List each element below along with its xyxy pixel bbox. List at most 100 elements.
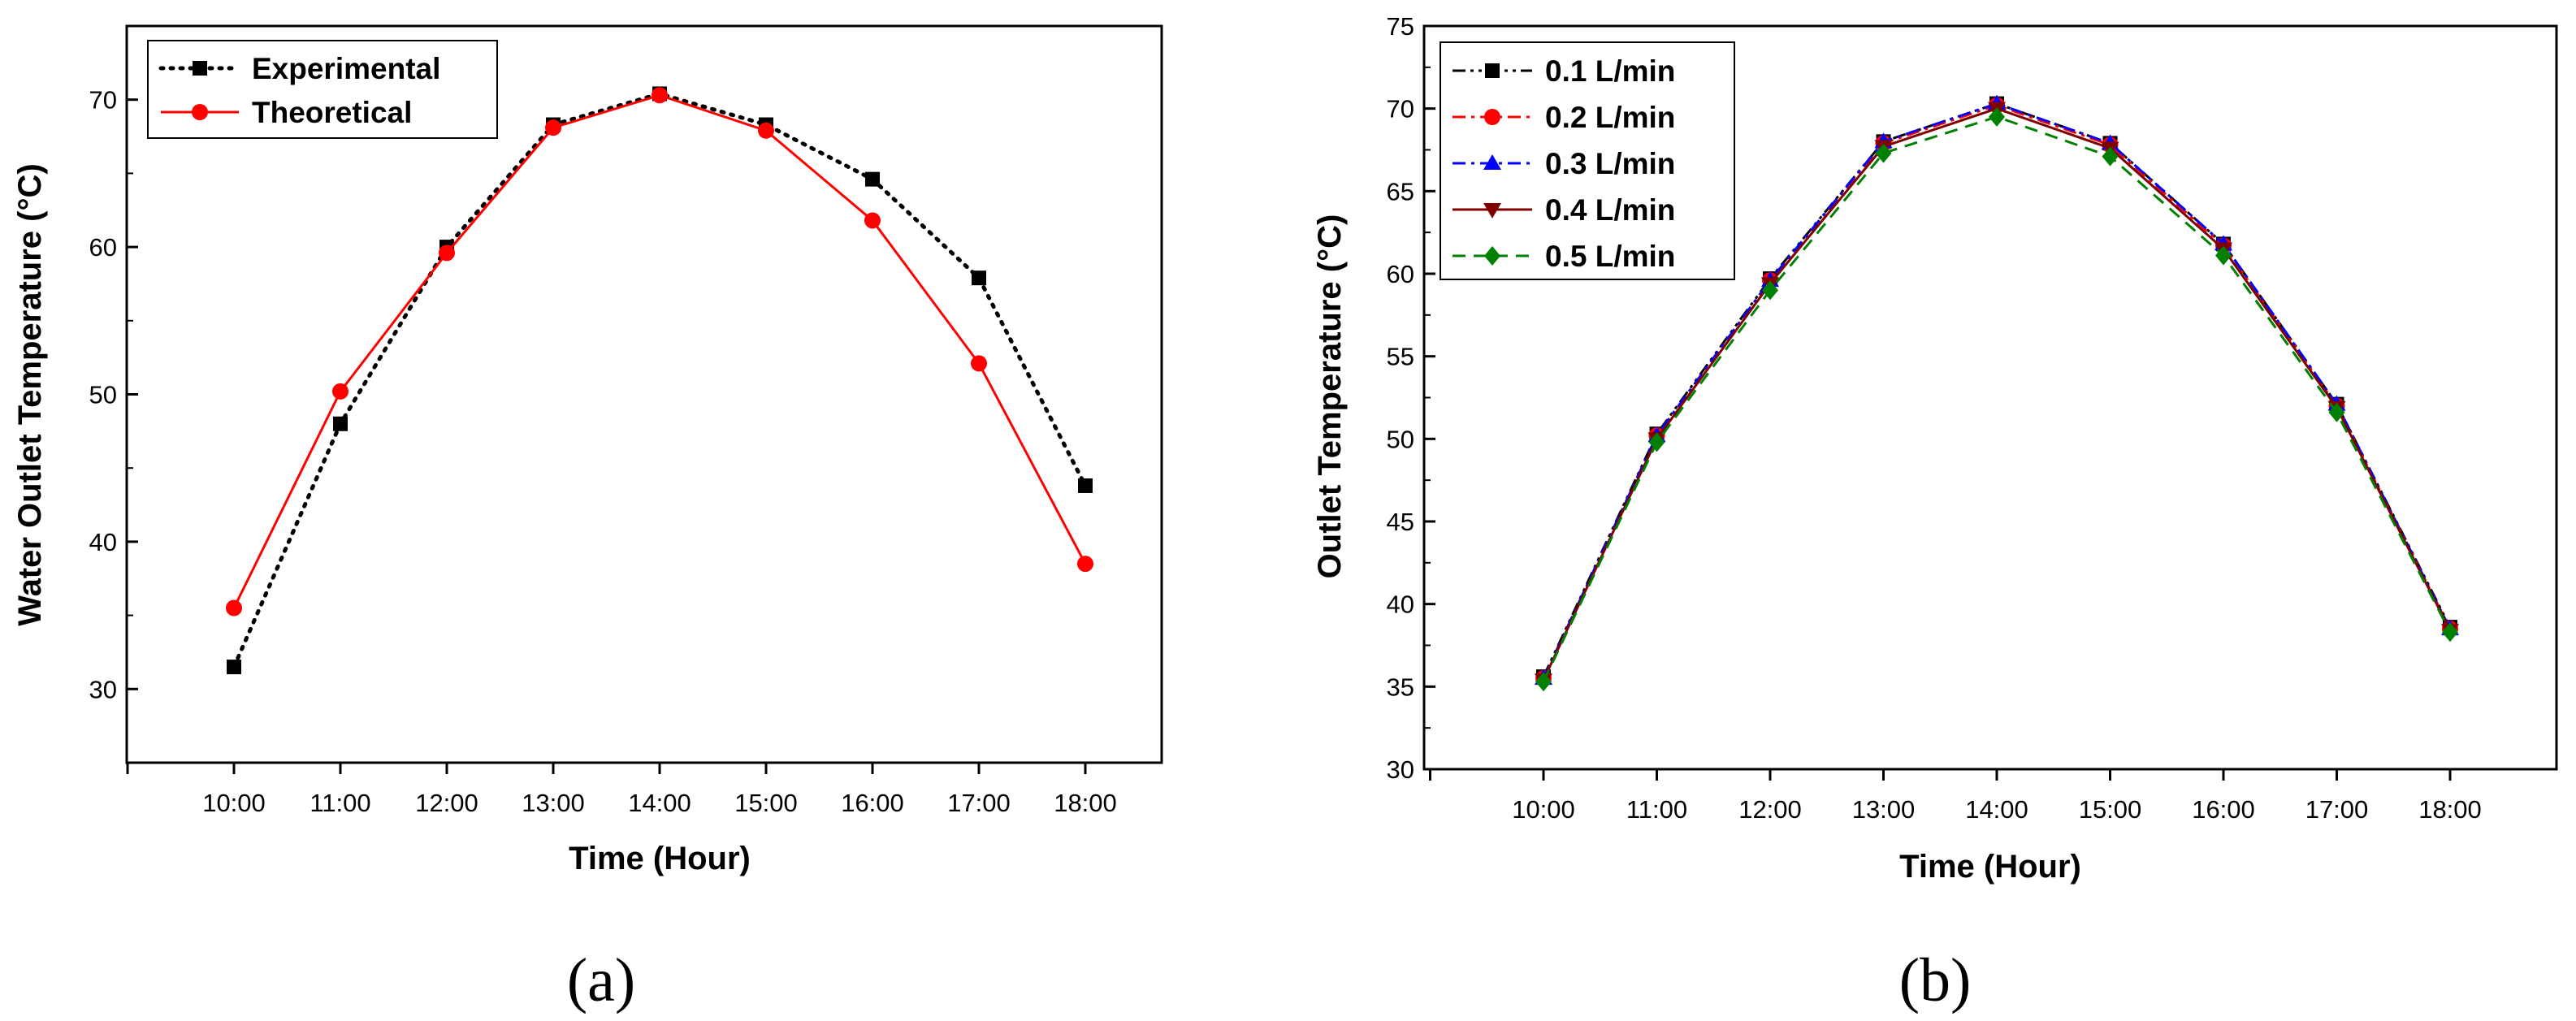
data-point <box>1762 280 1778 301</box>
series-line <box>232 93 1087 609</box>
legend-marker <box>1483 154 1501 170</box>
series-theoretical <box>226 87 1093 616</box>
legend-label: 0.3 L/min <box>1545 147 1675 180</box>
legend-entry: 0.5 L/min <box>1453 240 1675 273</box>
series-line <box>1542 102 2452 679</box>
x-axis-b: 10:00 11:00 12:00 13:00 14:00 15:00 16:00 17:00… <box>1429 769 2482 824</box>
legend-marker <box>193 61 207 76</box>
x-tick-label: 16:00 <box>2192 795 2255 824</box>
data-point <box>652 87 668 104</box>
x-tick-label: 14:00 <box>628 789 691 817</box>
legend-marker <box>1485 63 1500 78</box>
legend-label: 0.5 L/min <box>1545 240 1675 273</box>
x-tick-label: 15:00 <box>734 789 798 817</box>
y-tick-label: 30 <box>1387 755 1414 784</box>
x-tick-label: 11:00 <box>1626 795 1687 824</box>
data-point <box>1648 432 1665 452</box>
legend-label: 0.1 L/min <box>1545 54 1675 88</box>
legend-entry: 0.3 L/min <box>1453 147 1675 180</box>
y-tick-label: 45 <box>1387 508 1414 536</box>
x-tick-label: 10:00 <box>1512 795 1575 824</box>
series-experimental <box>227 86 1093 675</box>
data-point <box>1077 556 1093 573</box>
y-tick-label: 55 <box>1387 343 1414 371</box>
y-axis-title-b: Outlet Temperature (°C) <box>1312 214 1348 579</box>
x-tick-label: 13:00 <box>522 789 585 817</box>
x-tick-label: 18:00 <box>1054 789 1117 817</box>
data-point <box>333 416 348 431</box>
data-point <box>332 383 349 400</box>
x-tick-label: 17:00 <box>2305 795 2369 824</box>
y-axis-title-a: Water Outlet Temperature (°C) <box>12 163 48 625</box>
y-tick-label: 60 <box>89 233 117 262</box>
data-point <box>227 660 241 675</box>
y-tick-label: 40 <box>1387 591 1414 619</box>
x-tick-label: 13:00 <box>1852 795 1916 824</box>
legend-marker <box>1483 203 1501 218</box>
y-tick-label: 60 <box>1387 260 1414 288</box>
data-point <box>2442 622 2458 642</box>
data-point <box>972 270 986 286</box>
x-tick-label: 11:00 <box>310 789 370 817</box>
y-axis-b: 30 35 40 45 50 55 60 65 70 75 <box>1387 12 1435 784</box>
series-group-b <box>1535 94 2459 692</box>
x-tick-label: 16:00 <box>841 789 904 817</box>
x-tick-label: 10:00 <box>202 789 266 817</box>
x-tick-label: 14:00 <box>1965 795 2028 824</box>
series-line <box>232 91 1088 669</box>
data-point <box>1875 143 1892 163</box>
y-tick-label: 65 <box>1387 177 1414 205</box>
legend-entry: 0.1 L/min <box>1453 54 1675 88</box>
panel-label-a: (a) <box>567 946 635 1015</box>
data-point <box>1078 478 1093 493</box>
y-tick-label: 70 <box>89 86 117 115</box>
legend-box-a <box>147 40 498 139</box>
y-tick-label: 30 <box>89 675 117 703</box>
data-point <box>758 122 774 139</box>
x-tick-label: 15:00 <box>2079 795 2142 824</box>
x-tick-label: 17:00 <box>947 789 1011 817</box>
x-axis-a: 10:00 11:00 12:00 13:00 14:00 15:00 16:00 17:00… <box>126 763 1117 817</box>
legend-b: 0.1 L/min 0.2 L/min 0.3 L/min 0.4 L/min 0.5 … <box>1440 41 1735 280</box>
data-point <box>864 212 881 229</box>
legend-a: Experimental Theoretical <box>147 40 498 139</box>
series-0-5-l-min <box>1535 106 2458 692</box>
legend-marker <box>1484 246 1500 266</box>
legend-label: Experimental <box>252 52 440 85</box>
data-point <box>2215 245 2232 266</box>
data-point <box>2328 402 2345 422</box>
data-point <box>545 119 561 136</box>
y-tick-label: 35 <box>1387 673 1414 701</box>
x-axis-title-b: Time (Hour) <box>1899 849 2081 885</box>
legend-label: 0.4 L/min <box>1545 193 1675 227</box>
panel-label-b: (b) <box>1899 946 1972 1015</box>
y-tick-label: 40 <box>89 528 117 556</box>
legend-label: 0.2 L/min <box>1545 101 1675 134</box>
legend-entry: Experimental <box>158 52 440 85</box>
chart-panel-b: 30 35 40 45 50 55 60 65 70 75 10:00 11:00 12:00 13:0… <box>1312 12 2558 1015</box>
y-tick-label: 75 <box>1387 12 1414 41</box>
data-point <box>1989 106 2005 127</box>
y-tick-label: 50 <box>89 381 117 409</box>
legend-label: Theoretical <box>252 96 412 129</box>
data-point <box>2102 146 2119 167</box>
legend-marker <box>1484 109 1500 125</box>
x-axis-title-a: Time (Hour) <box>569 841 751 876</box>
data-point <box>1535 672 1552 692</box>
y-axis-a: 30 40 50 60 70 <box>89 86 138 703</box>
x-tick-label: 12:00 <box>415 789 478 817</box>
chart-panel-a: 30 40 50 60 70 10:00 11:00 12:00 13:00 14:00 15:0… <box>12 24 1163 1015</box>
y-tick-label: 70 <box>1387 95 1414 123</box>
legend-entry: 0.4 L/min <box>1453 193 1675 227</box>
y-tick-label: 50 <box>1387 425 1414 453</box>
data-point <box>439 244 455 262</box>
legend-entry: 0.2 L/min <box>1453 101 1675 134</box>
legend-entry: Theoretical <box>161 96 412 129</box>
data-point <box>226 599 242 616</box>
data-point <box>865 171 880 187</box>
legend-marker <box>192 104 208 120</box>
data-point <box>971 355 987 372</box>
x-tick-label: 18:00 <box>2418 795 2482 824</box>
series-group-a <box>226 86 1093 675</box>
